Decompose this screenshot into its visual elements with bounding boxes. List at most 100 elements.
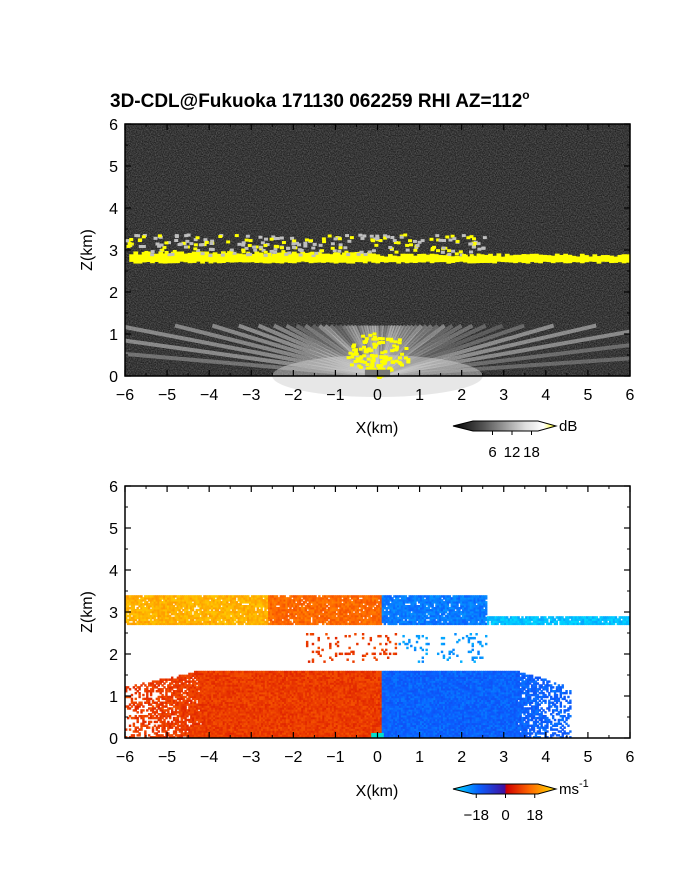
velocity-cell — [195, 707, 199, 710]
velocity-cell — [235, 606, 239, 610]
velocity-cell — [337, 614, 340, 618]
velocity-cell — [431, 616, 434, 620]
velocity-cell — [383, 606, 387, 610]
velocity-cell — [304, 622, 308, 626]
velocity-cell — [188, 682, 191, 685]
velocity-cell — [130, 618, 134, 622]
velocity-cell — [352, 622, 356, 626]
velocity-cell — [224, 728, 228, 731]
velocity-cell — [201, 599, 204, 602]
velocity-cell — [199, 716, 203, 720]
velocity-cell — [310, 595, 313, 598]
velocity-cell — [381, 608, 385, 612]
velocity-cell — [456, 640, 459, 644]
backscatter-cloud-cell — [225, 252, 230, 263]
velocity-cell — [483, 622, 486, 626]
velocity-cell — [159, 601, 162, 604]
velocity-cell — [433, 595, 436, 598]
velocity-cell — [479, 616, 482, 620]
velocity-cell — [186, 726, 189, 729]
velocity-cell — [167, 697, 170, 701]
velocity-cell — [216, 718, 220, 722]
velocity-cell — [333, 605, 336, 608]
velocity-cell — [423, 599, 427, 602]
velocity-cell — [201, 734, 205, 737]
velocity-cell — [201, 701, 205, 704]
velocity-cell — [149, 713, 153, 716]
velocity-cell — [441, 603, 444, 606]
velocity-cell — [205, 614, 208, 618]
velocity-cell — [264, 610, 267, 614]
velocity-cell — [218, 690, 222, 693]
velocity-cell — [197, 732, 201, 735]
velocity-cell — [207, 728, 210, 731]
velocity-cell — [462, 601, 465, 604]
velocity-cell — [314, 597, 317, 600]
velocity-cell — [580, 616, 583, 619]
velocity-cell — [180, 674, 183, 678]
velocity-cell — [419, 610, 423, 614]
backscatter-upper-cell — [185, 245, 190, 249]
velocity-cell — [132, 595, 136, 598]
velocity-cell — [170, 713, 174, 716]
velocity-cell — [209, 713, 212, 716]
velocity-cell — [220, 616, 223, 620]
backscatter-cloud-cell — [212, 252, 218, 263]
velocity-cell — [473, 660, 476, 663]
velocity-cell — [182, 705, 185, 708]
backscatter-cloud-cell — [200, 251, 205, 264]
backscatter-xtick-label: 0 — [373, 387, 382, 404]
velocity-cell — [199, 684, 203, 687]
velocity-cell — [193, 672, 197, 676]
velocity-cell — [377, 618, 381, 622]
velocity-cell — [458, 595, 461, 598]
velocity-cell — [402, 595, 406, 598]
backscatter-upper-cell — [263, 243, 268, 247]
velocity-cell — [186, 691, 189, 695]
velocity-cell — [456, 601, 459, 604]
velocity-cell — [155, 720, 159, 724]
velocity-cell — [475, 622, 478, 626]
velocity-cell — [195, 690, 199, 693]
velocity-cell — [385, 597, 388, 600]
velocity-cell — [345, 618, 348, 622]
velocity-cell — [166, 599, 170, 602]
velocity-cell — [387, 599, 390, 602]
velocity-cell — [368, 605, 371, 608]
velocity-cell — [197, 616, 200, 620]
velocity-cell — [350, 650, 353, 654]
velocity-cell — [247, 618, 250, 622]
velocity-cell — [125, 603, 128, 606]
velocity-cell — [559, 622, 562, 626]
velocity-cell — [473, 610, 476, 614]
velocity-cell — [412, 612, 415, 616]
velocity-cell — [186, 606, 189, 610]
velocity-cell — [273, 612, 277, 616]
velocity-cell — [572, 622, 576, 626]
velocity-cell — [132, 622, 136, 626]
velocity-cell — [479, 603, 482, 606]
velocity-cell — [163, 678, 166, 681]
velocity-cell — [153, 724, 157, 727]
velocity-cell — [262, 616, 265, 620]
velocity-cell — [192, 718, 195, 722]
velocity-cell — [329, 606, 333, 610]
velocity-cell — [336, 640, 340, 644]
velocity-cell — [312, 610, 315, 614]
velocity-cell — [375, 595, 379, 598]
velocity-cell — [174, 707, 178, 710]
velocity-cell — [214, 614, 218, 618]
velocity-cell — [174, 690, 178, 693]
velocity-cell — [203, 707, 206, 710]
velocity-cell — [333, 618, 336, 622]
velocity-cell — [410, 606, 413, 610]
velocity-cell — [157, 601, 160, 604]
velocity-cell — [471, 658, 474, 661]
velocity-cell — [475, 599, 478, 602]
velocity-cell — [174, 722, 178, 726]
velocity-cell — [311, 650, 315, 654]
velocity-cell — [239, 608, 242, 612]
velocity-cell — [402, 599, 406, 602]
backscatter-upper-cell — [332, 249, 337, 253]
velocity-cell — [377, 597, 381, 600]
